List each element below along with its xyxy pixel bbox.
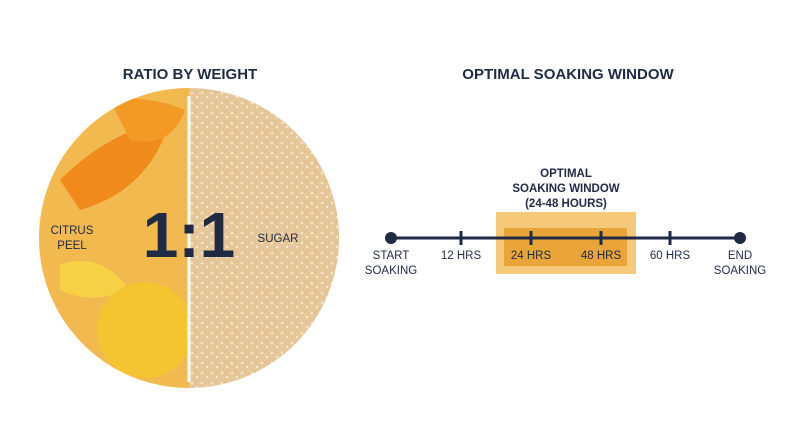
right-label: SUGAR bbox=[258, 233, 299, 245]
end-dot bbox=[734, 232, 746, 244]
ratio-text: 1:1 bbox=[143, 199, 236, 271]
window-label: SOAKING WINDOW bbox=[512, 183, 619, 195]
end-label: SOAKING bbox=[714, 265, 766, 277]
left-label: CITRUS bbox=[51, 225, 94, 237]
window-inner bbox=[504, 228, 627, 266]
window-label: OPTIMAL bbox=[540, 168, 592, 180]
start-label: SOAKING bbox=[365, 265, 417, 277]
tick-label: 60 HRS bbox=[650, 250, 691, 262]
end-label: END bbox=[728, 250, 752, 262]
tick-label: 48 HRS bbox=[581, 250, 622, 262]
timeline bbox=[391, 231, 740, 245]
timeline-title: OPTIMAL SOAKING WINDOW bbox=[462, 66, 674, 83]
start-label: START bbox=[373, 250, 410, 262]
left-label: PEEL bbox=[57, 240, 87, 252]
ratio-circle bbox=[39, 88, 339, 388]
ratio-title: RATIO BY WEIGHT bbox=[123, 66, 257, 83]
tick-label: 12 HRS bbox=[441, 250, 482, 262]
start-dot bbox=[385, 232, 397, 244]
window-label: (24-48 HOURS) bbox=[525, 198, 607, 210]
tick-label: 24 HRS bbox=[511, 250, 552, 262]
